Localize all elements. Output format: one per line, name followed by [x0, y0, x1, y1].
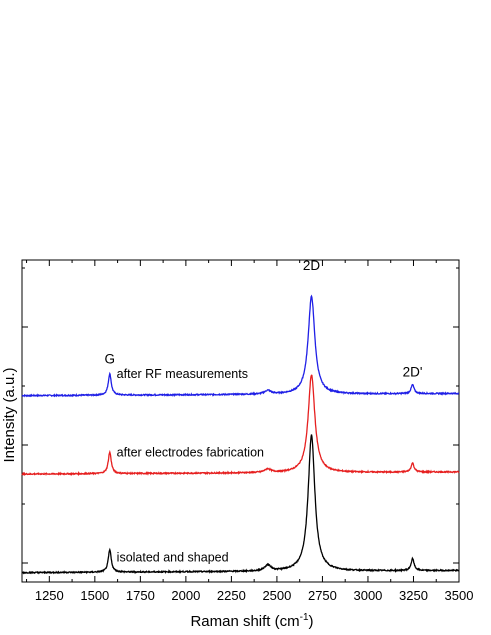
y-axis-label: Intensity (a.u.)	[1, 367, 18, 462]
x-tick-label: 2250	[217, 588, 246, 603]
spectrum-line	[21, 434, 460, 575]
spectrum-line	[21, 374, 460, 477]
peak-label: 2D'	[403, 365, 423, 380]
x-tick-label: 2500	[262, 588, 291, 603]
spectrum-line	[21, 294, 460, 398]
plot-frame	[21, 259, 460, 583]
x-axis-label: Raman shift (cm-1)	[190, 612, 313, 630]
x-tick-label: 3250	[399, 588, 428, 603]
x-axis-label-main: Raman shift (cm	[190, 613, 299, 630]
series-annotation: isolated and shaped	[117, 551, 229, 565]
x-tick-labels: 1250 1500 1750 2000 2250 2500 2750 3000 3250 3500	[35, 588, 474, 603]
x-tick-label: 3500	[445, 588, 474, 603]
series-annotation: after electrodes fabrication	[117, 446, 264, 460]
x-tick-label: 2000	[171, 588, 200, 603]
series-annotations: after RF measurements after electrodes fa…	[117, 367, 264, 565]
x-tick-label: 3000	[353, 588, 382, 603]
series-annotation: after RF measurements	[117, 367, 248, 381]
spectra	[21, 294, 460, 575]
x-axis-label-sup: -1	[300, 612, 309, 623]
x-axis-label-close: )	[309, 613, 314, 630]
peak-label: G	[105, 351, 116, 366]
axis-ticks	[22, 260, 460, 582]
x-tick-label: 2750	[308, 588, 337, 603]
peak-labels: G 2D 2D'	[105, 258, 423, 380]
x-tick-label: 1500	[80, 588, 109, 603]
peak-label: 2D	[303, 258, 321, 273]
x-tick-label: 1250	[35, 588, 64, 603]
x-tick-label: 1750	[126, 588, 155, 603]
